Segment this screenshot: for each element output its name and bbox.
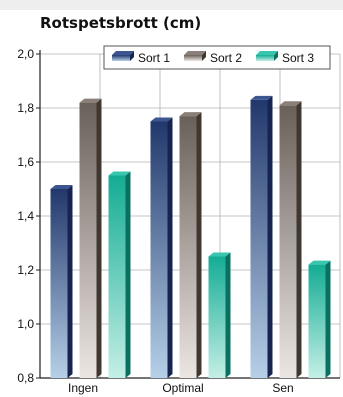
legend-swatch bbox=[112, 55, 130, 61]
bar-sen-sort-3 bbox=[308, 260, 331, 378]
bar-side bbox=[167, 117, 173, 378]
bar-optimal-sort-1 bbox=[150, 117, 173, 378]
bar-front bbox=[179, 116, 197, 378]
chart-title: Rotspetsbrott (cm) bbox=[40, 14, 201, 32]
legend-swatch bbox=[256, 55, 274, 61]
bar-side bbox=[225, 252, 231, 378]
bar-top bbox=[108, 171, 131, 176]
bar-front bbox=[50, 189, 68, 378]
legend-swatch-side bbox=[274, 51, 278, 61]
bar-top bbox=[308, 260, 331, 265]
bar-top bbox=[179, 112, 202, 117]
bar-sen-sort-2 bbox=[279, 101, 302, 379]
legend-item-sort-2: Sort 2 bbox=[184, 51, 242, 65]
bar-top bbox=[208, 252, 231, 257]
legend-swatch bbox=[184, 55, 202, 61]
y-tick-label: 2,0 bbox=[17, 47, 34, 61]
bar-sen-sort-1 bbox=[250, 95, 273, 379]
bar-ingen-sort-3 bbox=[108, 171, 131, 378]
y-tick-label: 1,4 bbox=[17, 209, 34, 223]
bar-ingen-sort-1 bbox=[50, 185, 73, 378]
legend-swatch-top bbox=[112, 51, 134, 55]
legend: Sort 1 Sort 2 Sort 3 bbox=[103, 45, 331, 70]
bar-side bbox=[325, 260, 331, 378]
bar-top bbox=[250, 95, 273, 100]
x-category-label: Optimal bbox=[162, 381, 203, 395]
legend-label: Sort 1 bbox=[138, 51, 170, 65]
legend-swatch-top bbox=[184, 51, 206, 55]
y-tick-label: 1,2 bbox=[17, 263, 34, 277]
bar-side bbox=[296, 101, 302, 379]
bar-ingen-sort-2 bbox=[79, 98, 102, 378]
legend-item-sort-3: Sort 3 bbox=[256, 51, 314, 65]
legend-swatch-top bbox=[256, 51, 278, 55]
x-category-labels: Ingen Optimal Sen bbox=[68, 381, 294, 395]
bar-front bbox=[108, 175, 126, 378]
bar-front bbox=[250, 99, 268, 379]
bar-optimal-sort-3 bbox=[208, 252, 231, 378]
bar-front bbox=[279, 105, 297, 379]
bar-front bbox=[308, 264, 326, 378]
y-tick-label: 1,8 bbox=[17, 101, 34, 115]
y-tick-label: 0,8 bbox=[17, 371, 34, 385]
bar-side bbox=[267, 95, 273, 379]
x-category-label: Ingen bbox=[68, 381, 98, 395]
bar-side bbox=[96, 98, 102, 378]
legend-swatch-side bbox=[130, 51, 134, 61]
bar-front bbox=[208, 256, 226, 378]
y-tick-label: 1,6 bbox=[17, 155, 34, 169]
bar-front bbox=[150, 121, 168, 378]
bar-top bbox=[79, 98, 102, 103]
bars bbox=[50, 95, 331, 379]
legend-item-sort-1: Sort 1 bbox=[112, 51, 170, 65]
bar-front bbox=[79, 102, 97, 378]
legend-label: Sort 3 bbox=[282, 51, 314, 65]
x-category-label: Sen bbox=[272, 381, 293, 395]
legend-label: Sort 2 bbox=[210, 51, 242, 65]
bar-side bbox=[125, 171, 131, 378]
bar-top bbox=[279, 101, 302, 106]
y-tick-label: 1,0 bbox=[17, 317, 34, 331]
header-band bbox=[0, 0, 343, 10]
legend-swatch-side bbox=[202, 51, 206, 61]
bar-top bbox=[50, 185, 73, 189]
bar-top bbox=[150, 117, 173, 122]
bar-side bbox=[196, 112, 202, 378]
bar-side bbox=[67, 185, 73, 378]
y-tick-labels: 0,8 1,0 1,2 1,4 1,6 1,8 2,0 bbox=[17, 47, 34, 385]
bar-optimal-sort-2 bbox=[179, 112, 202, 378]
